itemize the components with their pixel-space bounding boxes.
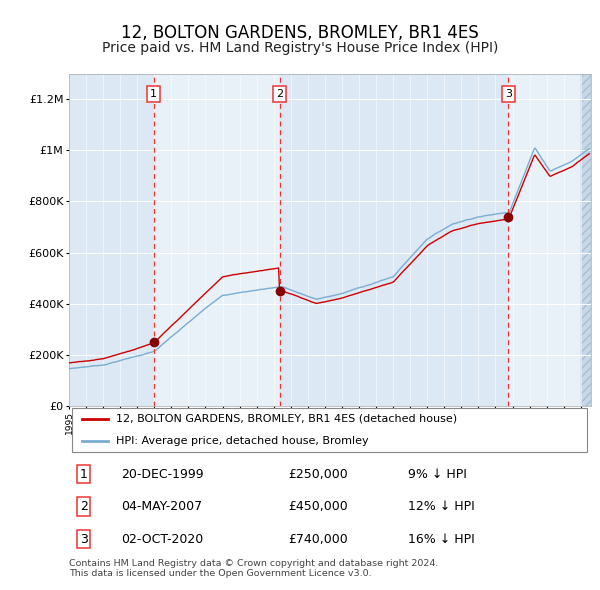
FancyBboxPatch shape bbox=[71, 408, 587, 452]
Text: 3: 3 bbox=[80, 533, 88, 546]
Text: 16% ↓ HPI: 16% ↓ HPI bbox=[409, 533, 475, 546]
Text: 2: 2 bbox=[80, 500, 88, 513]
Text: Contains HM Land Registry data © Crown copyright and database right 2024.
This d: Contains HM Land Registry data © Crown c… bbox=[69, 559, 439, 578]
Text: 12% ↓ HPI: 12% ↓ HPI bbox=[409, 500, 475, 513]
Text: 04-MAY-2007: 04-MAY-2007 bbox=[121, 500, 202, 513]
Bar bbox=[69, 74, 154, 406]
Bar bbox=[508, 74, 581, 406]
Text: 2: 2 bbox=[276, 89, 283, 99]
Text: Price paid vs. HM Land Registry's House Price Index (HPI): Price paid vs. HM Land Registry's House … bbox=[102, 41, 498, 55]
Text: £450,000: £450,000 bbox=[288, 500, 348, 513]
Text: 1: 1 bbox=[80, 468, 88, 481]
Text: 9% ↓ HPI: 9% ↓ HPI bbox=[409, 468, 467, 481]
Bar bbox=[280, 74, 508, 406]
Bar bbox=[581, 74, 591, 406]
Text: 3: 3 bbox=[505, 89, 512, 99]
Text: 12, BOLTON GARDENS, BROMLEY, BR1 4ES: 12, BOLTON GARDENS, BROMLEY, BR1 4ES bbox=[121, 24, 479, 42]
Text: HPI: Average price, detached house, Bromley: HPI: Average price, detached house, Brom… bbox=[116, 436, 368, 446]
Text: £740,000: £740,000 bbox=[288, 533, 348, 546]
Bar bbox=[154, 74, 280, 406]
Text: £250,000: £250,000 bbox=[288, 468, 348, 481]
Text: 02-OCT-2020: 02-OCT-2020 bbox=[121, 533, 203, 546]
Text: 1: 1 bbox=[150, 89, 157, 99]
Text: 20-DEC-1999: 20-DEC-1999 bbox=[121, 468, 204, 481]
Text: 12, BOLTON GARDENS, BROMLEY, BR1 4ES (detached house): 12, BOLTON GARDENS, BROMLEY, BR1 4ES (de… bbox=[116, 414, 457, 424]
